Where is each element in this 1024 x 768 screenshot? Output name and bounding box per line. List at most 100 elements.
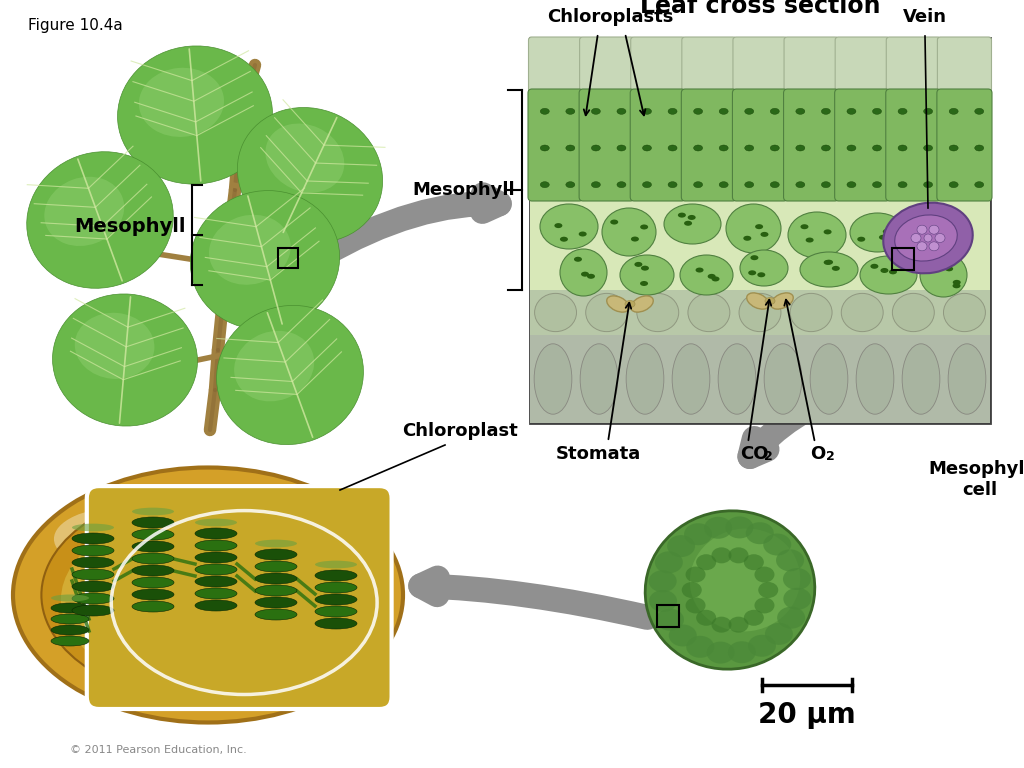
Ellipse shape [579,231,587,237]
Ellipse shape [755,567,774,583]
Ellipse shape [255,597,297,608]
Text: Chloroplast: Chloroplast [402,422,518,440]
Ellipse shape [209,215,291,285]
Ellipse shape [560,249,607,296]
Bar [530,290,990,335]
Ellipse shape [948,344,986,414]
Ellipse shape [13,468,403,723]
Ellipse shape [680,255,733,295]
Ellipse shape [132,553,174,564]
Ellipse shape [51,594,89,601]
Ellipse shape [749,270,756,275]
FancyBboxPatch shape [528,37,583,92]
Ellipse shape [616,108,626,114]
Ellipse shape [945,266,953,271]
Ellipse shape [195,576,237,587]
Text: Vein: Vein [903,8,947,26]
Ellipse shape [783,588,811,610]
Ellipse shape [51,625,89,635]
Ellipse shape [664,204,721,244]
Ellipse shape [728,617,749,633]
Ellipse shape [72,545,114,556]
Ellipse shape [929,225,939,234]
Ellipse shape [52,294,198,426]
Bar [278,248,298,268]
Ellipse shape [952,283,961,288]
Ellipse shape [889,270,897,274]
Ellipse shape [626,344,664,414]
Ellipse shape [740,250,788,286]
Ellipse shape [743,610,764,626]
Ellipse shape [847,145,856,151]
Ellipse shape [920,253,967,297]
Ellipse shape [640,281,648,286]
FancyBboxPatch shape [732,89,787,201]
Ellipse shape [51,636,89,646]
Ellipse shape [685,567,706,583]
Ellipse shape [755,598,774,614]
Ellipse shape [27,152,173,288]
Ellipse shape [642,145,651,151]
Ellipse shape [315,561,357,568]
Ellipse shape [892,293,934,332]
Ellipse shape [758,273,765,277]
Ellipse shape [566,108,574,114]
Ellipse shape [705,517,732,539]
Ellipse shape [637,293,679,332]
Ellipse shape [641,266,649,270]
Ellipse shape [857,237,865,242]
FancyBboxPatch shape [681,89,736,201]
Ellipse shape [719,145,728,151]
Ellipse shape [635,262,642,267]
Ellipse shape [726,204,781,253]
Text: CO: CO [740,445,768,463]
Ellipse shape [745,522,774,545]
Ellipse shape [879,235,887,240]
Text: Stomata: Stomata [555,445,641,463]
Bar [530,90,990,200]
Ellipse shape [975,145,984,151]
Ellipse shape [686,636,714,658]
Ellipse shape [255,573,297,584]
Ellipse shape [719,108,728,114]
Ellipse shape [72,524,114,531]
Ellipse shape [255,549,297,560]
Ellipse shape [625,300,635,307]
Ellipse shape [672,344,710,414]
Ellipse shape [872,145,882,151]
Ellipse shape [72,557,114,568]
Ellipse shape [923,237,931,242]
Ellipse shape [132,541,174,552]
Ellipse shape [881,268,889,273]
Ellipse shape [592,182,600,187]
Text: Leaf cross section: Leaf cross section [640,0,881,18]
Ellipse shape [195,564,237,575]
Ellipse shape [610,220,618,224]
Ellipse shape [744,145,754,151]
Ellipse shape [669,624,696,647]
FancyBboxPatch shape [783,89,839,201]
Ellipse shape [255,609,297,620]
Ellipse shape [655,551,683,573]
Ellipse shape [708,274,716,279]
Ellipse shape [645,511,815,669]
Ellipse shape [949,145,958,151]
Ellipse shape [743,236,752,241]
Ellipse shape [684,523,712,545]
Ellipse shape [255,585,297,596]
Ellipse shape [234,331,314,402]
Ellipse shape [693,108,702,114]
Ellipse shape [190,190,340,329]
Ellipse shape [791,293,833,332]
Text: 20 μm: 20 μm [758,701,856,729]
Ellipse shape [688,215,695,220]
Ellipse shape [918,242,927,251]
Text: Mesophyll
cell: Mesophyll cell [929,460,1024,498]
Ellipse shape [755,224,763,229]
Ellipse shape [918,225,927,234]
Ellipse shape [902,344,940,414]
Bar [530,38,990,90]
Ellipse shape [949,108,958,114]
FancyBboxPatch shape [682,37,736,92]
Bar [530,335,990,423]
